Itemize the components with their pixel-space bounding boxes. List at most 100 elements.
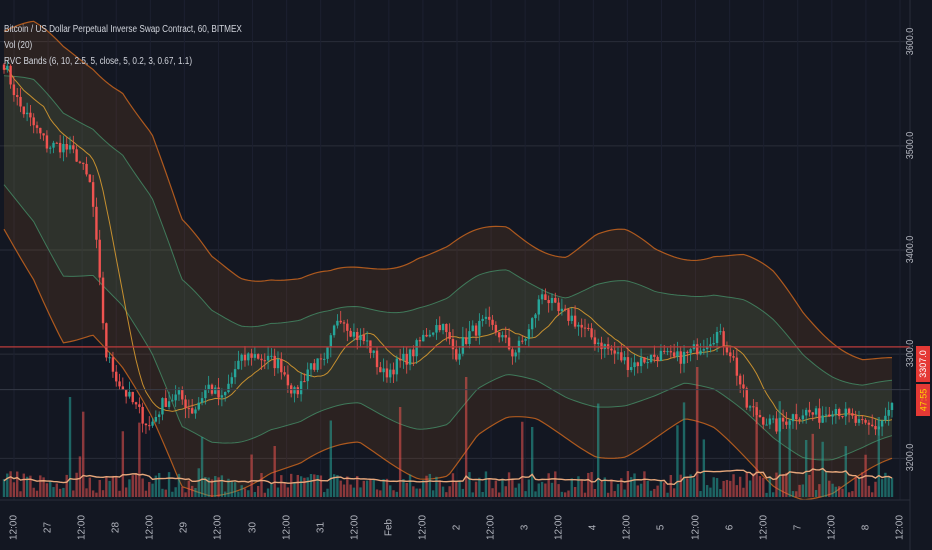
candle-body: [577, 324, 580, 327]
volume-bar: [197, 468, 200, 497]
volume-bar: [837, 486, 841, 497]
volume-bar: [669, 474, 673, 497]
volume-bar: [402, 479, 405, 497]
candle-body: [428, 334, 432, 337]
volume-bar: [174, 487, 177, 497]
candle-body: [415, 340, 418, 357]
candle-body: [880, 420, 884, 427]
volume-bar: [497, 492, 501, 497]
volume-bar: [451, 473, 455, 497]
candle-body: [339, 320, 342, 323]
volume-bar: [791, 491, 795, 497]
legend-bands[interactable]: RVC Bands (6, 10, 2.5, 5, close, 5, 0.2,…: [4, 56, 193, 67]
volume-bar: [247, 490, 250, 497]
candle-body: [587, 327, 590, 329]
volume-bar: [626, 471, 630, 497]
candle-body: [795, 414, 798, 420]
volume-bar: [95, 492, 98, 497]
volume-bar: [118, 490, 121, 497]
volume-bar: [530, 427, 534, 497]
volume-bar: [725, 479, 729, 497]
candle-body: [507, 337, 511, 350]
candle-body: [679, 351, 682, 364]
candle-body: [656, 356, 659, 361]
volume-bar: [49, 480, 52, 497]
volume-bar: [696, 367, 699, 497]
volume-bar: [408, 474, 412, 497]
time-tick: 4: [587, 524, 599, 531]
volume-bar: [554, 471, 557, 497]
volume-bar: [672, 488, 676, 497]
volume-bar: [362, 480, 366, 497]
volume-bar: [2, 479, 6, 497]
candle-body: [316, 358, 319, 370]
volume-bar: [273, 446, 276, 497]
volume-bar: [32, 487, 35, 497]
candle-body: [705, 346, 709, 350]
candle-body: [857, 419, 861, 423]
volume-bar: [194, 488, 197, 497]
candle-body: [359, 334, 362, 341]
time-tick: 12:00: [8, 514, 20, 541]
candle-body: [128, 391, 131, 397]
candle-body: [118, 381, 121, 387]
volume-bar: [372, 479, 375, 497]
volume-bar: [392, 490, 395, 497]
volume-bar: [131, 475, 134, 497]
price-tick: 3600.0: [905, 27, 917, 55]
candle-body: [890, 403, 894, 410]
candle-body: [590, 328, 593, 338]
legend-volume[interactable]: Vol (20): [4, 40, 33, 51]
candle-body: [844, 408, 847, 417]
volume-bar: [428, 473, 432, 497]
time-tick: 29: [178, 521, 190, 534]
volume-bar: [540, 481, 544, 497]
volume-bar: [577, 476, 580, 497]
candle-body: [758, 415, 762, 418]
candle-body: [75, 149, 78, 162]
candle-body: [375, 350, 379, 368]
candle-body: [392, 369, 395, 375]
volume-bar: [233, 482, 237, 497]
volume-bar: [270, 483, 273, 497]
volume-bar: [141, 478, 144, 497]
candle-body: [527, 329, 531, 340]
volume-bar: [527, 479, 531, 497]
candle-body: [148, 425, 151, 427]
candle-body: [544, 294, 547, 301]
volume-bar: [877, 417, 880, 497]
volume-bar: [729, 480, 732, 497]
candle-body: [95, 206, 98, 240]
candle-body: [12, 84, 16, 96]
volume-bar: [478, 477, 481, 497]
candle-body: [636, 362, 640, 367]
volume-bar: [758, 476, 762, 497]
candle-body: [755, 407, 758, 416]
volume-bar: [537, 483, 540, 497]
candle-body: [851, 413, 854, 416]
candle-body: [550, 297, 554, 304]
candle-body: [270, 355, 273, 357]
volume-bar: [124, 487, 128, 497]
candle-body: [468, 331, 471, 344]
candle-body: [194, 409, 197, 414]
candle-body: [352, 332, 356, 337]
candle-body: [204, 389, 207, 399]
volume-bar: [679, 474, 682, 497]
legend-symbol[interactable]: Bitcoin / US Dollar Perpetual Inverse Sw…: [4, 24, 242, 35]
volume-bar: [379, 490, 382, 497]
volume-bar: [458, 481, 461, 497]
candle-body: [362, 334, 366, 341]
volume-bar: [88, 477, 92, 497]
volume-bar: [336, 475, 339, 497]
volume-bar: [349, 484, 352, 497]
volume-bar: [811, 433, 814, 497]
volume-bar: [488, 478, 491, 497]
volume-bar: [256, 485, 260, 497]
candle-body: [867, 422, 871, 425]
volume-bar: [303, 477, 306, 497]
volume-bar: [834, 486, 838, 497]
volume-bar: [507, 472, 511, 497]
volume-bar: [161, 488, 164, 497]
